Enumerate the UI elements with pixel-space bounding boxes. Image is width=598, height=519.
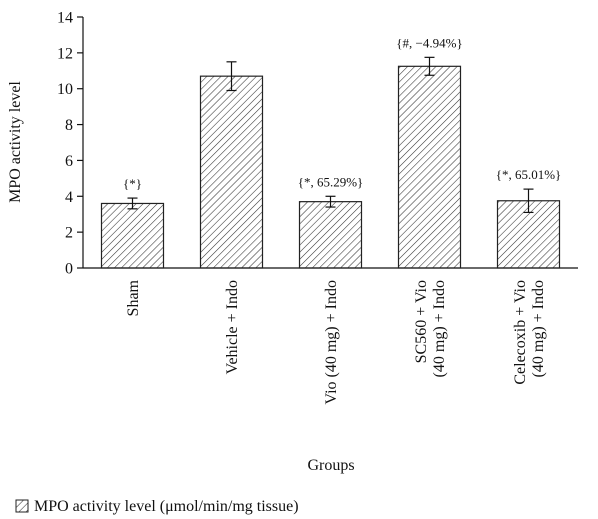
y-tick-label: 12: [57, 45, 73, 62]
bar: [397, 65, 462, 269]
y-tick-label: 14: [57, 10, 73, 27]
y-tick-label: 8: [65, 117, 73, 134]
x-tick-label-line: Vehicle + Indo: [224, 280, 241, 374]
x-tick-label-line: Vio (40 mg) + Indo: [323, 280, 340, 405]
y-tick-label: 6: [65, 153, 73, 170]
x-tick-label-line: SC560 + Vio: [413, 280, 430, 363]
bar: [298, 201, 363, 269]
y-axis: 0 2 4 6 8 10 12 14: [57, 10, 84, 278]
x-axis-label: Groups: [307, 457, 354, 474]
y-tick-label: 10: [57, 81, 73, 98]
bar-annotation: {*}: [123, 176, 142, 191]
x-tick-labels: Sham Vehicle + Indo Vio (40 mg) + Indo SC56…: [125, 279, 547, 404]
y-ticks: 0 2 4 6 8 10 12 14: [57, 10, 83, 278]
bar: [199, 75, 264, 269]
y-tick-label: 2: [65, 225, 73, 242]
x-tick-label: Vehicle + Indo: [224, 280, 241, 374]
x-tick-label: Sham: [125, 279, 142, 316]
x-tick-label-line: (40 mg) + Indo: [530, 280, 547, 377]
x-tick-label: Vio (40 mg) + Indo: [323, 280, 340, 405]
x-tick-label: Celecoxib + Vio (40 mg) + Indo: [512, 280, 547, 385]
y-tick-label: 4: [65, 189, 73, 206]
bar-annotation: {*, 65.29%}: [298, 174, 364, 189]
bars: {*} {*, 65.29%} {#, −4.94%} {*, 65.01%}: [100, 35, 562, 269]
x-tick-label-line: Sham: [125, 279, 142, 316]
bar: [100, 202, 165, 269]
legend-label: MPO activity level (μmol/min/mg tissue): [34, 498, 299, 515]
x-tick-label-line: Celecoxib + Vio: [512, 280, 529, 385]
bar-annotation: {*, 65.01%}: [496, 167, 562, 182]
x-tick-label-line: (40 mg) + Indo: [431, 280, 448, 377]
y-tick-label: 0: [65, 261, 73, 278]
legend-swatch: [15, 499, 29, 513]
legend: MPO activity level (μmol/min/mg tissue): [15, 498, 299, 515]
x-tick-label: SC560 + Vio (40 mg) + Indo: [413, 280, 448, 377]
y-axis-label: MPO activity level: [7, 81, 24, 203]
bar-annotation: {#, −4.94%}: [396, 35, 462, 50]
